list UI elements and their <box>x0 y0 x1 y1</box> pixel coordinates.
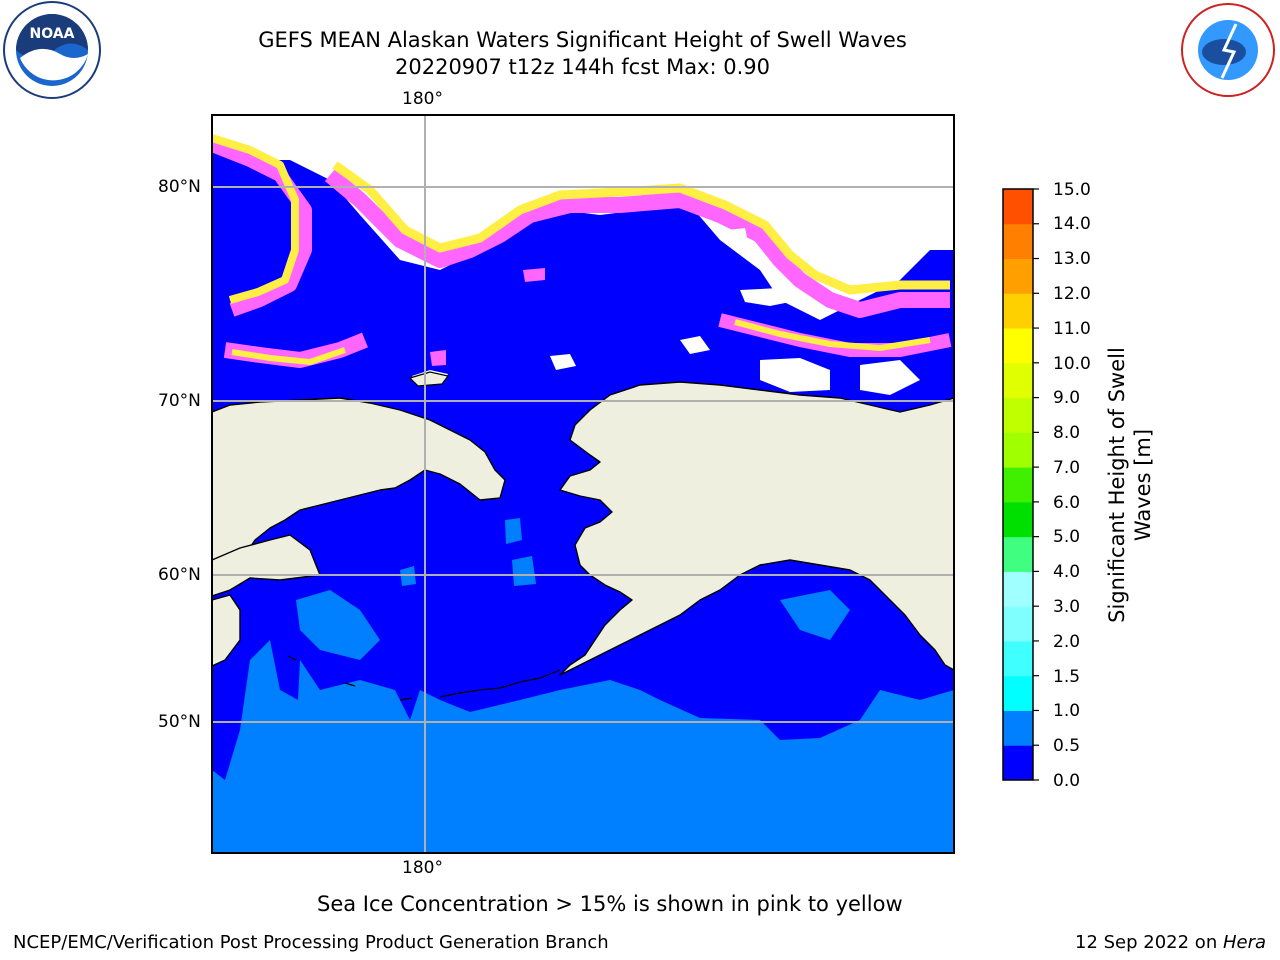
noaa-logo: NOAA <box>3 1 101 99</box>
colorbar-swatch <box>1003 675 1033 711</box>
colorbar-tick-label: 15.0 <box>1053 180 1091 200</box>
lat-label-80: 80°N <box>158 177 201 197</box>
noaa-logo-text: NOAA <box>30 26 75 42</box>
colorbar-frame <box>1002 188 1034 781</box>
ice-interior <box>212 115 954 320</box>
chart-subtitle: 20220907 t12z 144h fcst Max: 0.90 <box>395 55 770 79</box>
colorbar-swatch <box>1003 223 1033 260</box>
land-alaska <box>559 381 954 676</box>
colorbar-tick-label: 9.0 <box>1053 388 1081 408</box>
colorbar-swatch <box>1003 362 1033 399</box>
graticule <box>212 115 954 853</box>
sea-ice-note: Sea Ice Concentration > 15% is shown in … <box>317 892 903 916</box>
footer-right: 12 Sep 2022 on Hera <box>1075 932 1266 954</box>
colorbar-swatch <box>1003 710 1033 746</box>
lat-label-50: 50°N <box>158 712 201 732</box>
colorbar-tick-label: 0.0 <box>1053 771 1081 791</box>
colorbar-swatch <box>1003 606 1033 642</box>
colorbar-tick-label: 7.0 <box>1053 458 1081 478</box>
colorbar-swatch <box>1003 467 1033 503</box>
colorbar-swatch <box>1003 258 1033 294</box>
colorbar-swatch <box>1003 189 1033 225</box>
colorbar-label: Significant Height of Swell Waves [m] <box>1105 347 1155 623</box>
colorbar-swatch <box>1003 293 1033 329</box>
lat-label-60: 60°N <box>158 565 201 585</box>
lon-label-bottom: 180° <box>402 858 443 878</box>
chart-title: GEFS MEAN Alaskan Waters Significant Hei… <box>258 28 907 52</box>
colorbar-tick-label: 4.0 <box>1053 562 1081 582</box>
colorbar-tick-label: 1.0 <box>1053 701 1081 721</box>
colorbar-tick-label: 8.0 <box>1053 423 1081 443</box>
colorbar-swatch <box>1003 536 1033 572</box>
colorbar-swatch <box>1003 328 1033 364</box>
sea-ice-edge <box>212 138 312 317</box>
colorbar-swatch <box>1003 501 1033 538</box>
nws-logo <box>1181 3 1275 97</box>
footer-left: NCEP/EMC/Verification Post Processing Pr… <box>13 932 609 953</box>
colorbar-swatch <box>1003 571 1033 607</box>
colorbar-tick-label: 6.0 <box>1053 493 1081 513</box>
colorbar-tick-label: 14.0 <box>1053 214 1091 234</box>
colorbar-tick-label: 10.0 <box>1053 354 1091 374</box>
colorbar <box>1003 189 1033 781</box>
land-siberia <box>212 397 506 587</box>
colorbar-tick-label: 12.0 <box>1053 284 1091 304</box>
colorbar-tick-label: 1.5 <box>1053 667 1081 687</box>
lat-label-70: 70°N <box>158 391 201 411</box>
map-layers <box>212 115 954 853</box>
colorbar-swatch <box>1003 397 1033 433</box>
colorbar-swatch <box>1003 745 1033 781</box>
colorbar-swatch <box>1003 432 1033 468</box>
colorbar-tick-label: 13.0 <box>1053 249 1091 269</box>
colorbar-tick-label: 3.0 <box>1053 597 1081 617</box>
colorbar-swatch <box>1003 640 1033 677</box>
footer-date: 12 Sep 2022 on <box>1075 932 1223 953</box>
colorbar-tick-label: 0.5 <box>1053 736 1081 756</box>
colorbar-tick-label: 2.0 <box>1053 632 1081 652</box>
lon-label-top: 180° <box>402 89 443 109</box>
colorbar-tick-label: 5.0 <box>1053 527 1081 547</box>
colorbar-tick-label: 11.0 <box>1053 319 1091 339</box>
map-frame <box>211 114 955 854</box>
footer-host: Hera <box>1222 932 1266 953</box>
